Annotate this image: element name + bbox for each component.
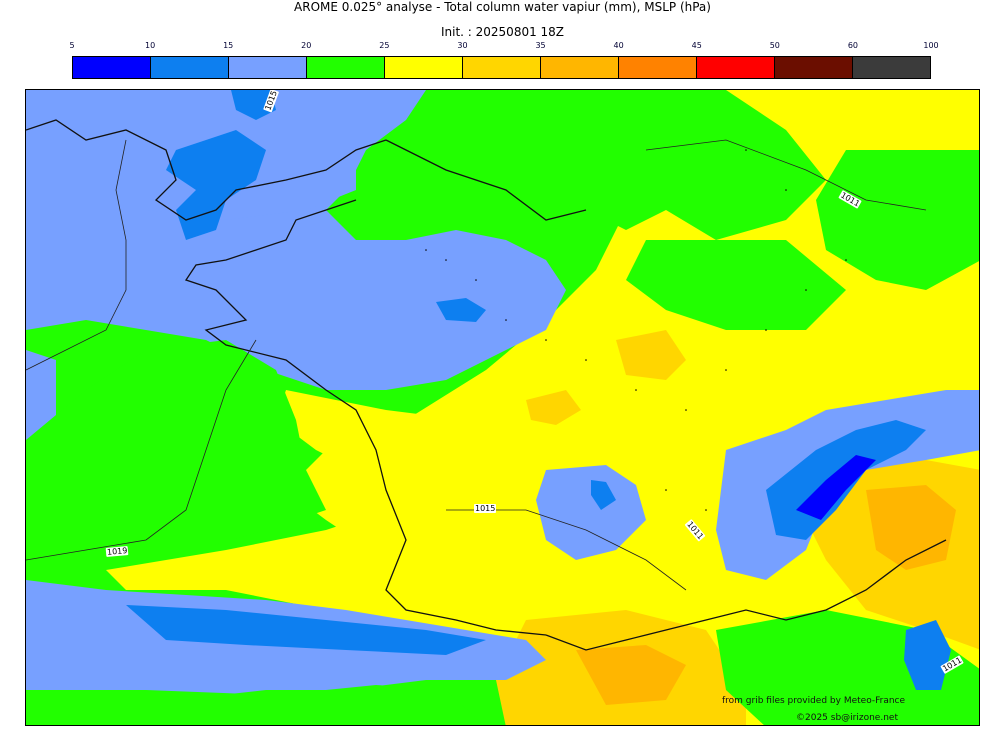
field-orange-mid [526, 390, 581, 425]
field-green-spain [26, 685, 484, 725]
colorbar-tick-label: 30 [457, 41, 468, 50]
colorbar-tick-label: 40 [613, 41, 624, 50]
field-blue-corsica [904, 620, 951, 690]
colorbar-segment [151, 57, 229, 78]
field-green-ne [466, 90, 826, 240]
field-lightblue-west [26, 350, 56, 440]
colorbar-segment [73, 57, 151, 78]
colorbar-tick-labels: 5 10 15 20 25 30 35 40 45 50 60 100 [69, 41, 938, 53]
map-canvas [26, 90, 979, 725]
colorbar-segment [307, 57, 385, 78]
source-credit: from grib files provided by Meteo-France [722, 696, 906, 706]
colorbar-segment [697, 57, 775, 78]
colorbar-segment [541, 57, 619, 78]
field-blue-massif [591, 480, 616, 510]
colorbar-tick-label: 25 [379, 41, 390, 50]
colorbar-tick-label: 50 [769, 41, 780, 50]
field-blue-uk [166, 130, 266, 240]
colorbar-segment [463, 57, 541, 78]
colorbar-segment [853, 57, 930, 78]
field-lightblue-massif [536, 465, 646, 560]
field-green-central [626, 240, 846, 330]
coastlines [26, 119, 947, 651]
colorbar-tick-label: 60 [847, 41, 858, 50]
copyright-credit: ©2025 sb@irizone.net [796, 713, 898, 723]
field-blue-pyrenees [126, 605, 486, 655]
terrain-dots [425, 149, 847, 511]
colorbar-tick-label: 10 [144, 41, 156, 50]
chart-title: AROME 0.025° analyse - Total column wate… [294, 0, 711, 14]
colorbar-segment [775, 57, 853, 78]
field-blue-uk2 [231, 90, 276, 120]
field-blue-paris [436, 298, 486, 322]
field-darkorange-se [866, 485, 956, 570]
weather-map: 1015 1011 1015 1019 1011 1011 [25, 89, 980, 726]
colorbar-segment [619, 57, 697, 78]
colorbar-tick-label: 15 [223, 41, 234, 50]
isobars [26, 139, 927, 591]
field-green-ne2 [816, 150, 979, 290]
chart-subtitle: Init. : 20250801 18Z [440, 25, 565, 39]
colorbar [72, 56, 931, 79]
isobar-label: 1015 [474, 504, 497, 513]
colorbar-tick-label: 100 [923, 41, 939, 50]
colorbar-tick-label: 5 [69, 41, 75, 50]
field-orange-central [616, 330, 686, 380]
colorbar-tick-label: 20 [301, 41, 312, 50]
colorbar-segment [385, 57, 463, 78]
colorbar-tick-label: 45 [691, 41, 702, 50]
field-green-atlantic [26, 340, 326, 570]
colorbar-tick-label: 35 [535, 41, 546, 50]
colorbar-segment [229, 57, 307, 78]
field-darkorange-south [576, 645, 686, 705]
field-darkblue-alps [796, 455, 876, 520]
